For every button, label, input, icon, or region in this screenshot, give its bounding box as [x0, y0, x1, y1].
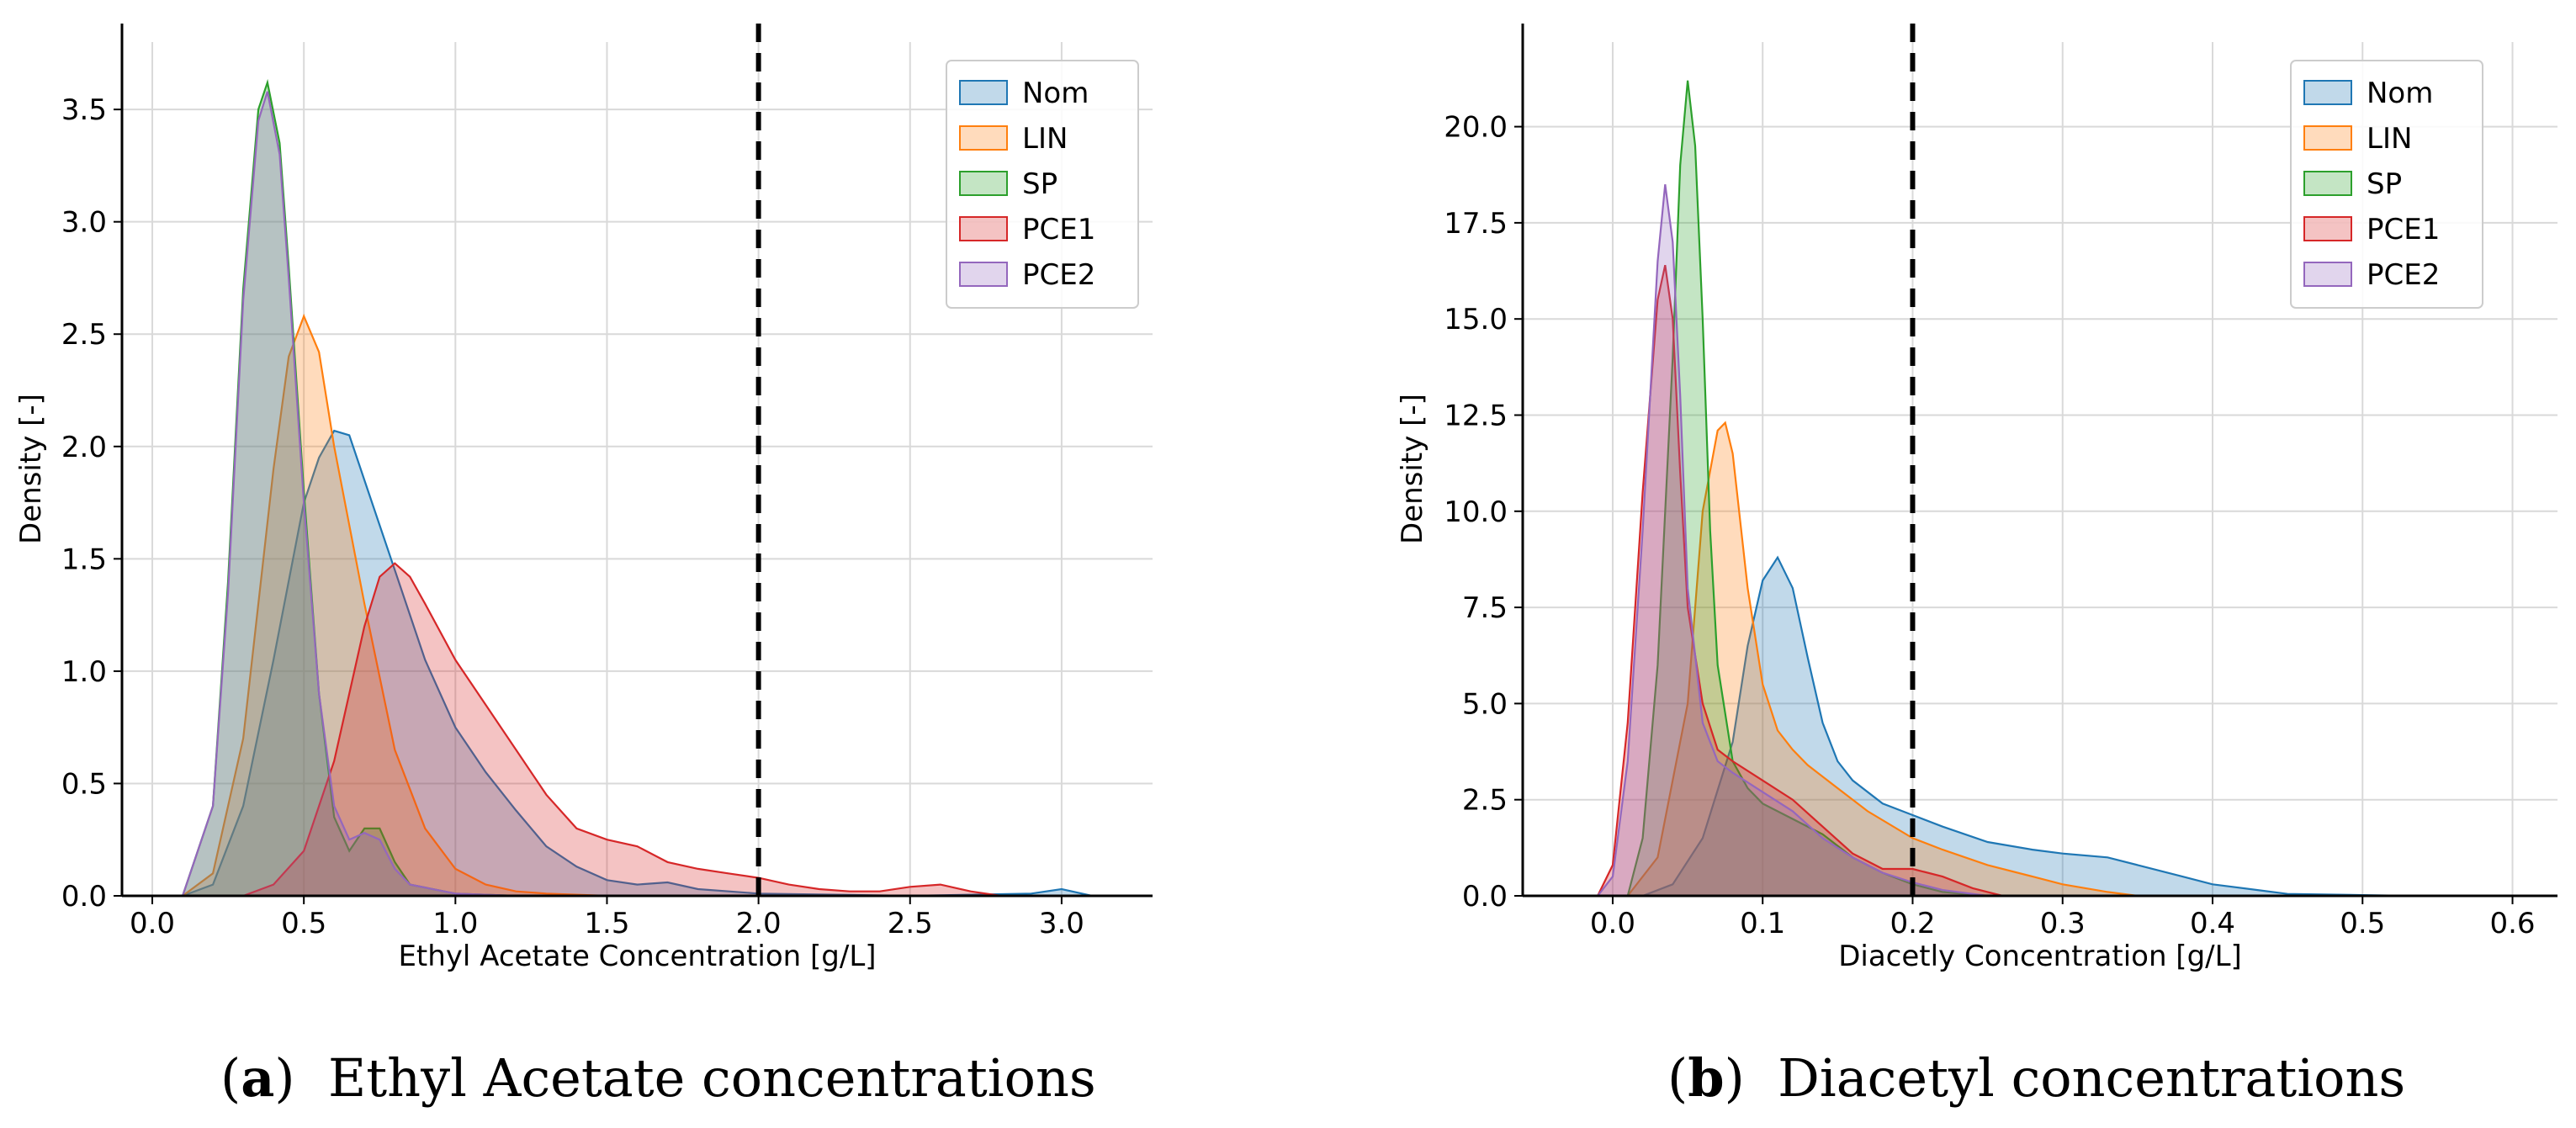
legend: Nom LIN SP PCE1 PCE2 [2290, 60, 2483, 309]
x-tick-label: 0.0 [1590, 907, 1635, 940]
series-area-nom [183, 431, 1092, 896]
series-line-pce2 [182, 91, 517, 898]
caption-a: (a) Ethyl Acetate concentrations [220, 1047, 1096, 1109]
legend-label-pce2: PCE2 [1022, 258, 1095, 292]
caption-b-tag: b [1688, 1047, 1725, 1109]
y-tick-label: 2.5 [61, 318, 107, 352]
legend-label-lin: LIN [2367, 122, 2412, 156]
legend-box [2290, 60, 2483, 309]
x-axis-label: Ethyl Acetate Concentration [g/L] [398, 940, 876, 973]
x-tick-label: 0.5 [281, 907, 326, 940]
legend-swatch-nom [959, 80, 1008, 105]
legend-swatch-sp [959, 171, 1008, 196]
series-area-lin [183, 315, 607, 896]
y-tick-label: 1.0 [61, 655, 107, 689]
series-area-nom [1642, 557, 2408, 896]
series-area-sp [183, 82, 517, 897]
series-line-lin [182, 313, 607, 898]
y-tick-label: 2.0 [61, 431, 107, 464]
ethyl-acetate-density-chart: 0.0 0.5 1.0 1.5 2.0 2.5 3.0 0.0 0.5 1.0 1.5 2.0 2.5 3… [14, 24, 1153, 973]
series-area-pce1 [1598, 265, 2003, 896]
caption-b: (b) Diacetyl concentrations [1667, 1047, 2406, 1109]
legend-label-pce1: PCE1 [1022, 213, 1095, 246]
x-axis-label: Diacetly Concentration [g/L] [1838, 940, 2242, 973]
y-tick-label: 2.5 [1462, 784, 1508, 818]
caption-b-text: Diacetyl concentrations [1778, 1047, 2406, 1109]
series-area-lin [1627, 422, 2138, 897]
legend-swatch-pce1 [959, 216, 1008, 241]
legend-swatch-lin [959, 125, 1008, 151]
y-tick-label: 12.5 [1444, 399, 1508, 432]
legend-swatch-lin [2303, 125, 2352, 151]
legend-label-nom: Nom [2367, 77, 2433, 110]
series-area-sp [1627, 80, 1988, 896]
y-tick-label: 0.0 [1462, 880, 1508, 914]
legend-label-pce1: PCE1 [2367, 213, 2440, 246]
legend-swatch-pce1 [2303, 216, 2352, 241]
legend-swatch-sp [2303, 171, 2352, 196]
series-group [1597, 80, 2408, 898]
series-area-pce1 [243, 563, 1001, 896]
x-tick-label: 0.6 [2489, 907, 2535, 940]
x-tick-label: 0.1 [1740, 907, 1785, 940]
x-tick-label: 0.2 [1890, 907, 1935, 940]
x-tick-label: 1.5 [584, 907, 629, 940]
y-axis-label: Density [-] [14, 394, 48, 544]
diacetyl-density-chart: 0.0 0.1 0.2 0.3 0.4 0.5 0.6 0.0 2.5 5.0 7.5 10.0 12.… [1396, 24, 2557, 973]
series-line-pce1 [242, 562, 1002, 898]
legend-box [946, 60, 1139, 309]
x-tick-label: 3.0 [1039, 907, 1084, 940]
legend-swatch-pce2 [2303, 262, 2352, 287]
series-area-pce2 [1598, 184, 1988, 896]
series-area-pce2 [183, 91, 517, 897]
series-line-pce2 [1597, 184, 1988, 898]
x-tick-label: 1.0 [432, 907, 478, 940]
legend-label-lin: LIN [1022, 122, 1068, 156]
y-tick-label: 0.0 [61, 880, 107, 914]
series-group [182, 78, 1093, 898]
x-tick-label: 0.0 [130, 907, 175, 940]
legend-swatch-pce2 [959, 262, 1008, 287]
legend-label-sp: SP [1022, 167, 1057, 201]
y-tick-label: 17.5 [1444, 207, 1508, 241]
y-tick-label: 20.0 [1444, 111, 1508, 145]
legend: Nom LIN SP PCE1 PCE2 [946, 60, 1139, 309]
y-tick-label: 0.5 [61, 767, 107, 801]
x-tick-label: 0.4 [2190, 907, 2235, 940]
x-tick-label: 2.5 [888, 907, 933, 940]
caption-a-text: Ethyl Acetate concentrations [328, 1047, 1096, 1109]
y-tick-label: 5.0 [1462, 687, 1508, 721]
legend-label-sp: SP [2367, 167, 2402, 201]
y-tick-label: 3.5 [61, 93, 107, 127]
legend-label-nom: Nom [1022, 77, 1089, 110]
y-tick-label: 1.5 [61, 543, 107, 576]
x-tick-label: 0.3 [2040, 907, 2086, 940]
y-tick-label: 7.5 [1462, 591, 1508, 625]
series-line-nom [1642, 555, 2408, 898]
y-tick-label: 10.0 [1444, 495, 1508, 529]
legend-swatch-nom [2303, 80, 2352, 105]
y-tick-label: 3.0 [61, 206, 107, 240]
x-tick-label: 0.5 [2340, 907, 2385, 940]
caption-a-tag: a [241, 1047, 275, 1109]
y-tick-label: 15.0 [1444, 303, 1508, 336]
x-tick-label: 2.0 [736, 907, 782, 940]
legend-label-pce2: PCE2 [2367, 258, 2440, 292]
y-axis-label: Density [-] [1396, 394, 1429, 544]
